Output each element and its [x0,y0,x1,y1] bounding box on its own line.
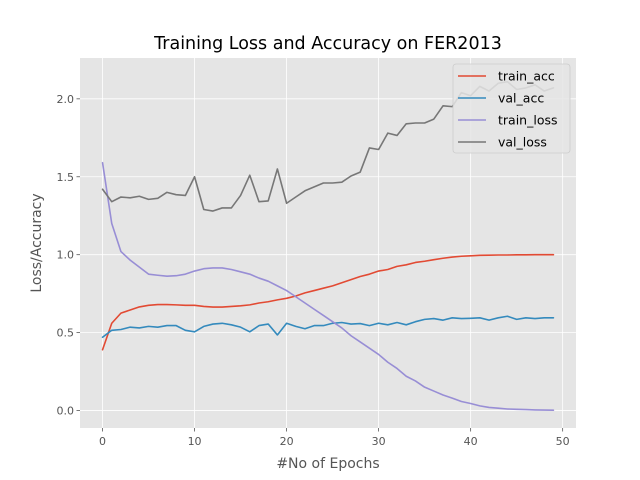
series-lines [101,80,555,412]
series-line-train-acc [101,253,555,351]
legend-label-train-acc: train_acc [498,69,555,84]
x-tick-label: 0 [99,435,106,448]
y-tick-label: 1.5 [57,171,75,184]
y-tick-label: 1.0 [57,249,75,262]
series-line-train-loss [101,161,555,412]
legend: train_acc val_acc train_loss val_loss [452,63,571,154]
x-tick-label: 50 [556,435,570,448]
x-tick-label: 30 [372,435,386,448]
series-line-val-acc [101,315,555,339]
legend-label-train-loss: train_loss [498,113,558,128]
legend-box [452,63,571,154]
y-tick-label: 0.0 [57,405,75,418]
x-tick-label: 20 [280,435,294,448]
y-tick-label: 0.5 [57,327,75,340]
chart-title: Training Loss and Accuracy on FER2013 [153,34,502,54]
legend-label-val-loss: val_loss [498,135,547,150]
axis-ticks: 0 10 20 30 40 50 0.0 0.5 1.0 1.5 2.0 [57,93,570,448]
legend-label-val-acc: val_acc [498,91,544,106]
x-axis-label: #No of Epochs [276,456,379,472]
y-tick-label: 2.0 [57,93,75,106]
x-tick-label: 40 [464,435,478,448]
y-axis-label: Loss/Accuracy [29,193,45,292]
x-tick-label: 10 [188,435,202,448]
